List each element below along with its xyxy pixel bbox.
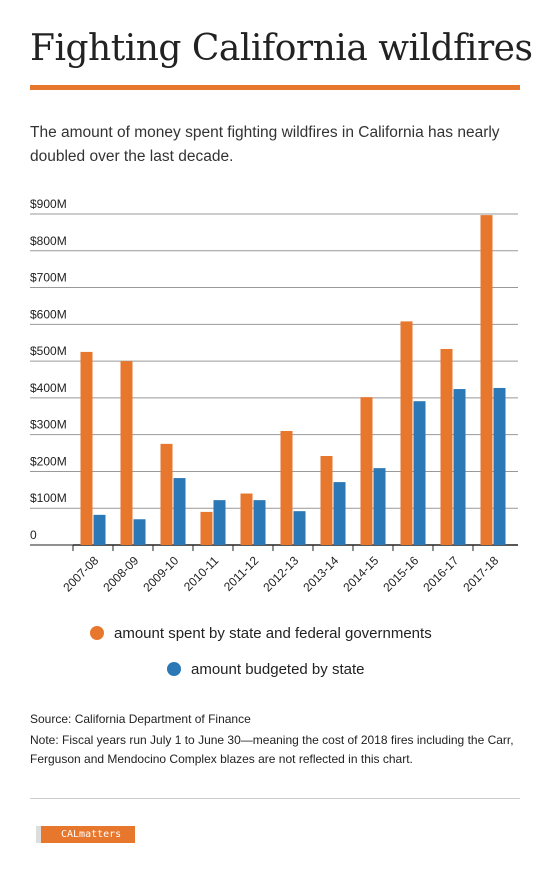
bar [160,443,173,545]
y-tick-label: $900M [30,197,67,211]
bar [360,397,373,545]
bar [120,361,133,545]
y-tick-label: $100M [30,491,67,505]
legend-label: amount spent by state and federal govern… [114,625,432,642]
bar [293,511,306,545]
bar [320,455,333,545]
bar [93,514,106,545]
bar [200,511,213,545]
bar [173,478,186,545]
title-rule [30,85,520,90]
x-tick-label: 2012-13 [260,553,301,594]
bar [133,519,146,545]
subtitle: The amount of money spent fighting wildf… [30,124,500,165]
x-tick-label: 2015-16 [380,553,421,594]
y-tick-label: $300M [30,418,67,432]
bar [240,493,253,545]
bar [440,348,453,545]
legend-marker [90,626,104,640]
bar [480,215,493,545]
y-tick-label: $700M [30,271,67,285]
chart: 0 $100M $200M $300M $400M $500M $600M $700M $800… [30,197,518,678]
source: Source: California Department of Finance [30,712,251,726]
title: Fighting California wildfires [30,28,533,69]
x-tick-label: 2010-11 [181,553,222,594]
x-tick-label: 2013-14 [300,553,341,594]
x-tick-label: 2016-17 [420,553,461,594]
y-tick-label: 0 [30,528,37,542]
y-tick-label: $200M [30,454,67,468]
x-tick-label: 2009-10 [140,553,181,594]
x-tick-label: 2011-12 [221,553,262,594]
x-tick-label: 2017-18 [460,553,501,594]
y-tick-label: $600M [30,307,67,321]
y-tick-label: $500M [30,344,67,358]
y-tick-label: $400M [30,381,67,395]
bar [253,500,266,545]
legend-marker [167,662,181,676]
x-tick-label: 2014-15 [340,553,381,594]
logo: CALmatters [36,826,136,843]
bar [453,389,466,545]
bar [213,500,226,545]
bar [400,321,413,545]
legend-label: amount budgeted by state [191,661,364,678]
x-tick-label: 2008-09 [100,553,141,594]
y-tick-label: $800M [30,234,67,248]
footer-rule [30,798,520,799]
note: Note: Fiscal years run July 1 to June 30… [30,733,514,766]
bar [373,468,386,545]
bar [280,430,293,545]
bar [493,387,506,545]
bar [333,482,346,545]
bar [80,351,93,545]
bar [413,401,426,545]
x-tick-label: 2007-08 [60,553,101,594]
